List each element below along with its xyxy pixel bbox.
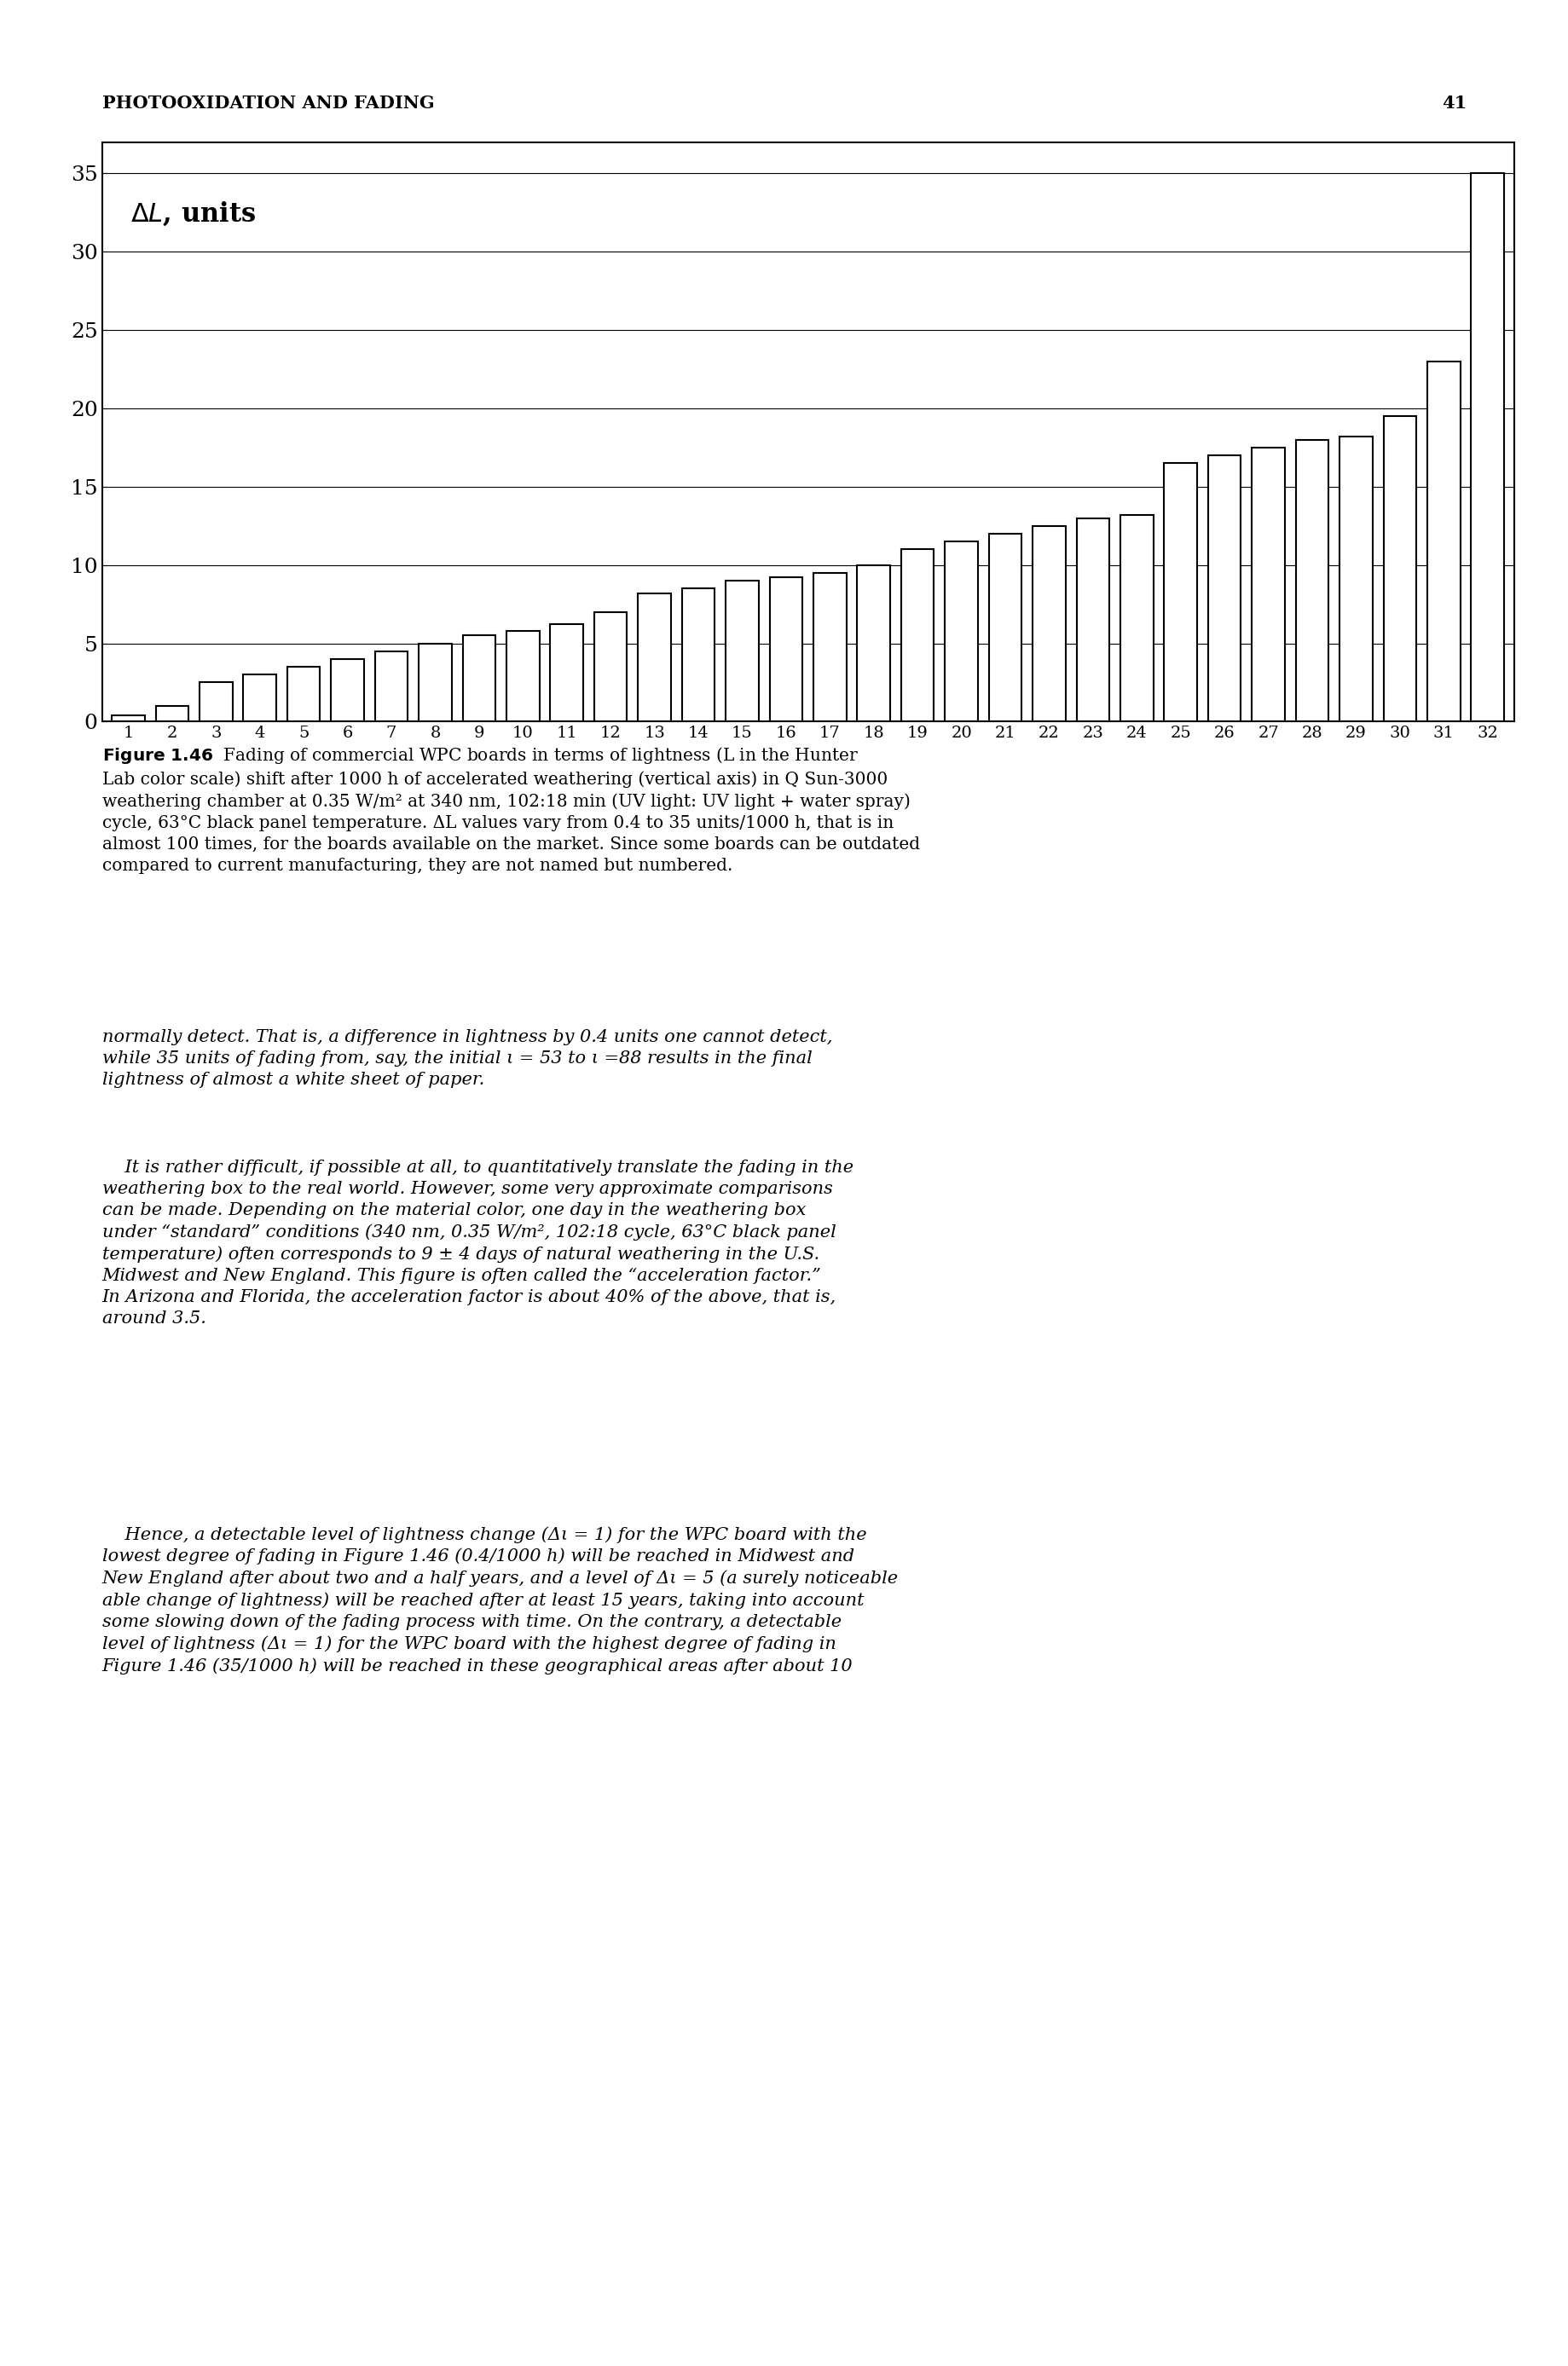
Bar xyxy=(856,565,889,722)
Text: normally detect. That is, a difference in lightness by 0.4 units one cannot dete: normally detect. That is, a difference i… xyxy=(102,1029,831,1088)
Text: PHOTOOXIDATION AND FADING: PHOTOOXIDATION AND FADING xyxy=(102,95,434,111)
Bar xyxy=(770,577,803,722)
Bar xyxy=(331,660,364,722)
Bar xyxy=(111,715,144,722)
Bar xyxy=(1120,516,1152,722)
Bar xyxy=(550,625,583,722)
Text: Hence, a detectable level of lightness change (Δι = 1) for the WPC board with th: Hence, a detectable level of lightness c… xyxy=(102,1526,898,1675)
Bar xyxy=(199,681,232,722)
Bar xyxy=(287,667,320,722)
Bar xyxy=(1427,362,1460,722)
Text: $\bf{Figure\ 1.46}$  Fading of commercial WPC boards in terms of lightness (L in: $\bf{Figure\ 1.46}$ Fading of commercial… xyxy=(102,745,919,873)
Bar xyxy=(1339,435,1372,722)
Bar xyxy=(726,580,759,722)
Bar xyxy=(419,644,452,722)
Bar xyxy=(1471,173,1504,722)
Bar xyxy=(1383,416,1416,722)
Bar xyxy=(682,589,715,722)
Bar xyxy=(944,542,977,722)
Bar xyxy=(155,705,188,722)
Bar xyxy=(638,594,671,722)
Bar xyxy=(1207,454,1240,722)
Bar xyxy=(375,651,408,722)
Bar xyxy=(594,613,627,722)
Text: It is rather difficult, if possible at all, to quantitatively translate the fadi: It is rather difficult, if possible at a… xyxy=(102,1159,853,1327)
Bar xyxy=(900,549,933,722)
Bar xyxy=(988,535,1021,722)
Bar xyxy=(1295,440,1328,722)
Bar xyxy=(1032,525,1065,722)
Bar xyxy=(1251,447,1284,722)
Bar xyxy=(463,636,495,722)
Bar xyxy=(243,674,276,722)
Bar xyxy=(1076,518,1109,722)
Bar xyxy=(812,573,845,722)
Text: 41: 41 xyxy=(1441,95,1466,111)
Bar xyxy=(506,632,539,722)
Text: $\Delta L$, units: $\Delta L$, units xyxy=(130,201,256,227)
Bar xyxy=(1163,464,1196,722)
